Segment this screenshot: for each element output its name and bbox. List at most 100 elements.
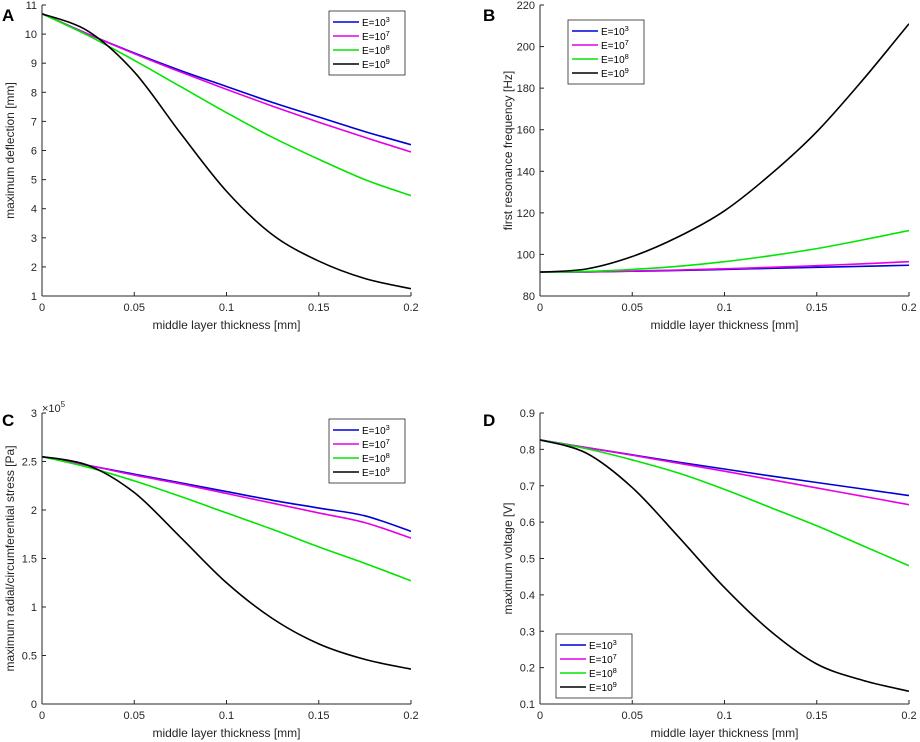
legend-entry-base: E=10 xyxy=(362,426,386,437)
y-tick-label: 0.9 xyxy=(520,408,535,420)
y-tick-label: 2 xyxy=(31,262,37,274)
y-tick-label: 2 xyxy=(31,505,37,517)
legend-entry-base: E=10 xyxy=(589,669,613,680)
x-tick-label: 0.2 xyxy=(403,710,418,722)
y-tick-label: 0.5 xyxy=(22,651,37,663)
legend-entry-label: E=107 xyxy=(589,652,617,666)
y-tick-label: 3 xyxy=(31,233,37,245)
y-tick-label: 11 xyxy=(26,0,37,12)
y-tick-label: 0.1 xyxy=(520,699,535,711)
legend-entry-label: E=107 xyxy=(362,437,390,451)
x-tick-label: 0.1 xyxy=(219,710,234,722)
legend-entry-exponent: 3 xyxy=(625,24,629,33)
legend-entry-label: E=103 xyxy=(589,638,617,652)
y-tick-label: 80 xyxy=(523,291,535,303)
y-tick-label: 10 xyxy=(25,29,37,41)
x-axis-label: middle layer thickness [mm] xyxy=(650,726,798,740)
y-tick-label: 200 xyxy=(517,42,535,54)
y-tick-label: 8 xyxy=(31,87,37,99)
chart-panel-a: A 0 0.05 0.1 0.15 0.2 1 2 3 4 5 6 7 8 9 10 11 middle laye… xyxy=(2,0,419,332)
series-line-e109 xyxy=(540,439,909,693)
legend-entry-base: E=10 xyxy=(589,655,613,666)
legend-entry-base: E=10 xyxy=(362,454,386,465)
x-tick-label: 0.05 xyxy=(622,710,643,722)
legend-entry-base: E=10 xyxy=(362,60,386,71)
chart-panel-c: C 0 0.05 0.1 0.15 0.2 0 0.5 1 1.5 2 2.5 3 ×105 middle … xyxy=(2,400,419,740)
y-tick-label: 3 xyxy=(31,408,37,420)
y-tick-label: 0.7 xyxy=(520,481,535,493)
legend-entry-exponent: 8 xyxy=(386,451,390,460)
legend-entry-label: E=103 xyxy=(601,24,629,38)
series-line-e108 xyxy=(540,229,909,273)
y-tick-label: 5 xyxy=(31,175,37,187)
y-tick-label: 0.6 xyxy=(520,517,535,529)
legend-entry-label: E=108 xyxy=(362,43,390,57)
y-tick-label: 0 xyxy=(31,699,37,711)
legend-entry-exponent: 7 xyxy=(386,437,390,446)
legend-entry-base: E=10 xyxy=(589,641,613,652)
legend-entry-exponent: 8 xyxy=(625,52,629,61)
chart-panel-b: B 0 0.05 0.1 0.15 0.2 80 100 120 140 160 180 200 220 m… xyxy=(483,0,917,332)
legend-entry-label: E=109 xyxy=(601,66,629,80)
y-tick-label: 220 xyxy=(517,0,535,12)
y-axis-label: maximum radial/circumferential stress [P… xyxy=(3,445,17,671)
x-tick-label: 0 xyxy=(537,302,543,314)
legend-entry-exponent: 3 xyxy=(613,638,617,647)
y-tick-label: 0.4 xyxy=(520,590,535,602)
x-tick-label: 0.05 xyxy=(622,302,643,314)
legend-entry-base: E=10 xyxy=(362,18,386,29)
legend-entry-base: E=10 xyxy=(601,41,625,52)
legend-entry-label: E=109 xyxy=(362,465,390,479)
x-axis-label: middle layer thickness [mm] xyxy=(650,318,798,332)
y-tick-label: 2.5 xyxy=(22,457,37,469)
x-tick-label: 0.15 xyxy=(806,302,827,314)
legend-entry-exponent: 8 xyxy=(386,43,390,52)
y-tick-label: 0.5 xyxy=(520,554,535,566)
series-line-e109 xyxy=(540,23,909,273)
x-axis-label: middle layer thickness [mm] xyxy=(152,318,300,332)
panel-letter: A xyxy=(2,6,14,25)
series-line-e109 xyxy=(42,12,411,290)
series-group xyxy=(540,439,909,693)
legend-entry-label: E=107 xyxy=(601,38,629,52)
x-tick-label: 0.15 xyxy=(308,710,329,722)
legend-entry-label: E=109 xyxy=(589,680,617,694)
series-line-e103 xyxy=(540,439,909,497)
x-tick-label: 0.1 xyxy=(717,302,732,314)
y-tick-label: 9 xyxy=(31,58,37,70)
series-group xyxy=(42,12,411,290)
x-tick-label: 0 xyxy=(39,710,45,722)
series-line-e108 xyxy=(540,439,909,567)
y-axis-label: first resonance frequency [Hz] xyxy=(501,71,515,230)
legend-entry-label: E=107 xyxy=(362,29,390,43)
x-tick-label: 0.2 xyxy=(403,302,418,314)
legend-entry-base: E=10 xyxy=(362,468,386,479)
legend-entry-base: E=10 xyxy=(601,69,625,80)
legend-entry-exponent: 9 xyxy=(386,465,390,474)
legend-entry-base: E=10 xyxy=(589,683,613,694)
legend-entry-exponent: 7 xyxy=(613,652,617,661)
x-tick-label: 0.1 xyxy=(219,302,234,314)
series-group xyxy=(540,23,909,273)
x-tick-label: 0.15 xyxy=(308,302,329,314)
y-tick-label: 1 xyxy=(31,291,37,303)
y-tick-label: 6 xyxy=(31,146,37,158)
legend-entry-exponent: 3 xyxy=(386,15,390,24)
y-exponent-base: ×10 xyxy=(42,403,61,415)
series-line-e107 xyxy=(540,439,909,506)
y-tick-label: 4 xyxy=(31,204,37,216)
y-tick-label: 7 xyxy=(31,116,37,128)
legend-entry-base: E=10 xyxy=(362,32,386,43)
y-tick-label: 1 xyxy=(31,602,37,614)
y-axis-label: maximum deflection [mm] xyxy=(3,82,17,219)
x-tick-label: 0 xyxy=(39,302,45,314)
x-tick-label: 0.2 xyxy=(901,302,916,314)
y-tick-label: 0.2 xyxy=(520,663,535,675)
panel-letter: C xyxy=(2,411,14,430)
panel-letter: B xyxy=(483,6,495,25)
legend-entry-exponent: 7 xyxy=(386,29,390,38)
